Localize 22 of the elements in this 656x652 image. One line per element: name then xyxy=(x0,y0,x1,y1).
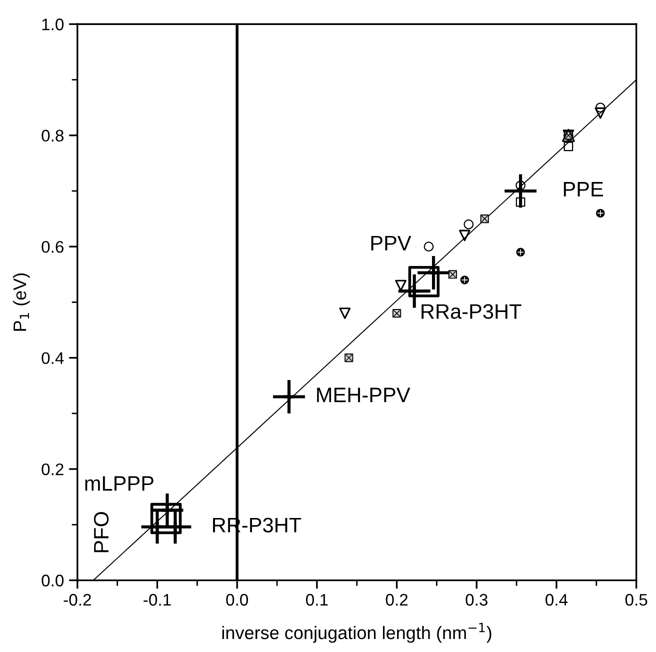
y-tick-label: 0.4 xyxy=(42,352,64,364)
annotation: PPV xyxy=(371,236,412,250)
annotation: PFO xyxy=(94,512,109,552)
x-tick-label: 0.1 xyxy=(306,594,328,606)
annotation: RRa-P3HT xyxy=(422,304,522,319)
annotation: PPE xyxy=(564,182,604,196)
x-tick-label: 0.3 xyxy=(466,594,488,606)
annotation: mLPPP xyxy=(85,476,154,491)
y-axis-title: P$_{1}$ (eV) xyxy=(12,273,30,331)
y-tick-label: 0.0 xyxy=(42,574,64,586)
y-tick-label: 0.8 xyxy=(42,130,64,142)
y-tick-label: 0.6 xyxy=(42,240,64,253)
x-tick-label: 0.0 xyxy=(226,594,248,606)
x-tick-label: -0.1 xyxy=(144,594,171,606)
y-tick-label: 1.0 xyxy=(42,18,64,30)
x-axis-title: inverse conjugation length (nm$^{−1}$) xyxy=(222,622,492,643)
y-tick-label: 0.2 xyxy=(42,463,64,476)
x-tick-label: 0.2 xyxy=(386,594,408,606)
x-tick-label: -0.2 xyxy=(64,594,91,606)
x-tick-label: 0.5 xyxy=(625,594,648,606)
annotation: MEH-PPV xyxy=(317,388,410,402)
x-tick-label: 0.4 xyxy=(546,594,568,606)
